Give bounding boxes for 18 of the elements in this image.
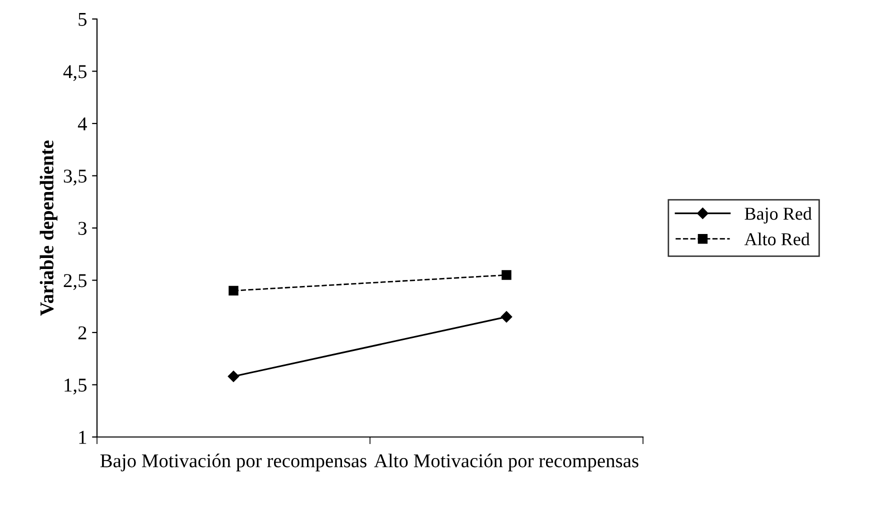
y-tick-label: 4,5 <box>63 65 87 81</box>
y-tick-label: 1,5 <box>64 378 87 394</box>
point <box>228 370 240 382</box>
y-tick-label: 2 <box>78 326 86 340</box>
y-axis-title: Variable dependiente <box>40 140 58 316</box>
point <box>500 311 512 322</box>
point <box>228 286 238 296</box>
y-tick-label: 2,5 <box>64 274 87 290</box>
y-tick-label: 3 <box>78 222 87 235</box>
legend-label: Alto Red <box>744 232 810 246</box>
x-tick-label: Bajo Motivación por recompensas <box>100 454 366 472</box>
y-tick-label: 3,5 <box>64 170 87 186</box>
legend-label: Bajo Red <box>744 207 812 224</box>
point <box>502 270 512 280</box>
y-tick-label: 5 <box>78 13 87 26</box>
x-tick-label: Alto Motivación por recompensas <box>374 454 638 472</box>
y-tick-label: 4 <box>78 117 87 130</box>
y-tick-label: 1 <box>79 430 86 444</box>
